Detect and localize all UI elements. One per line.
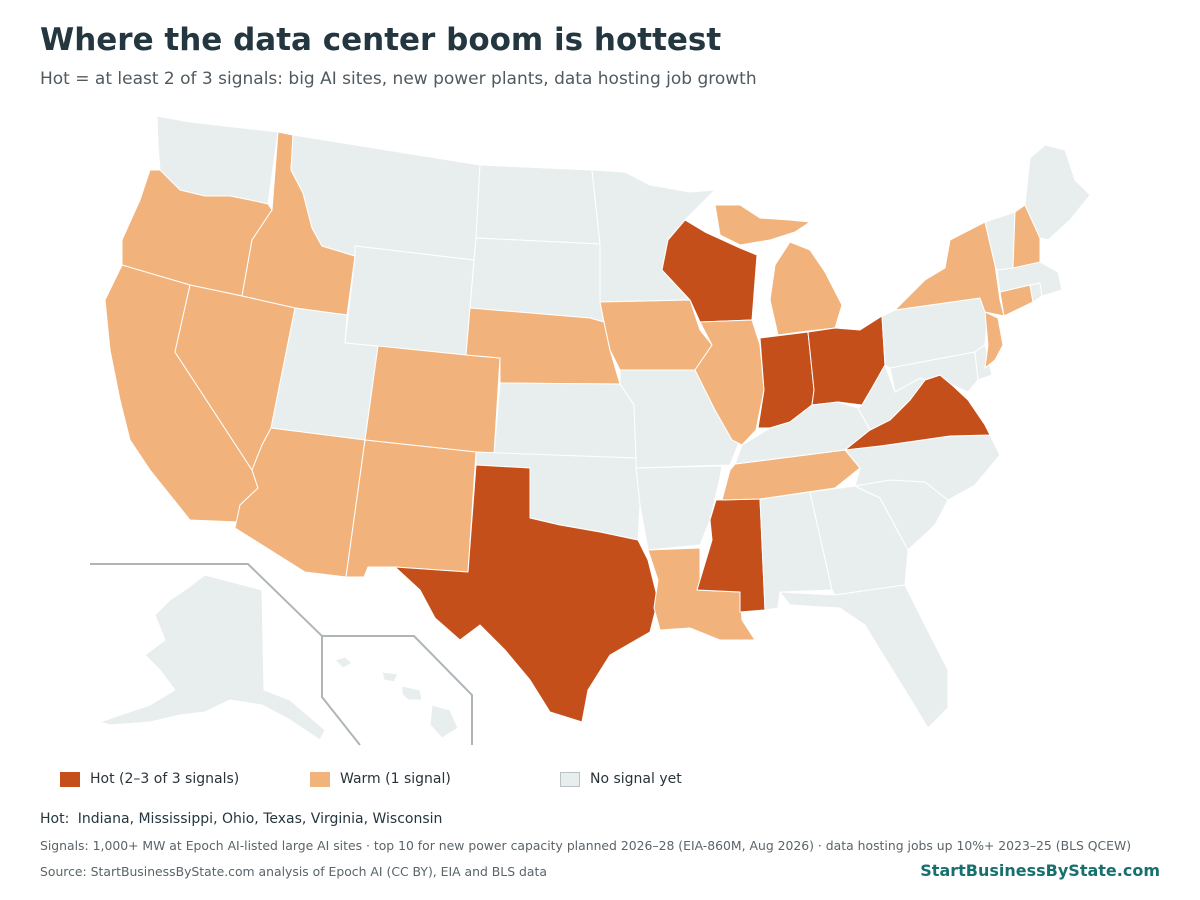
- state-alaska: [99, 574, 326, 741]
- hot-states-line: Hot: Indiana, Mississippi, Ohio, Texas, …: [40, 811, 442, 827]
- state-kentucky: [734, 401, 871, 465]
- hot-states-list: Indiana, Mississippi, Ohio, Texas, Virgi…: [77, 811, 443, 827]
- state-new-jersey: [984, 311, 1004, 369]
- legend-swatch-warm: [310, 771, 330, 787]
- state-michigan: [714, 204, 843, 336]
- source-note: Source: StartBusinessByState.com analysi…: [40, 864, 547, 879]
- state-vermont: [984, 211, 1016, 271]
- state-montana: [290, 134, 481, 261]
- map-title: Where the data center boom is hottest: [40, 22, 722, 58]
- state-kansas: [493, 382, 637, 459]
- legend-item-none: No signal yet: [560, 771, 682, 787]
- legend-swatch-none: [560, 771, 580, 787]
- state-massachusetts: [996, 261, 1063, 297]
- state-wisconsin: [661, 219, 758, 323]
- state-new-mexico: [345, 439, 477, 578]
- legend-label-warm: Warm (1 signal): [340, 771, 451, 787]
- state-maine: [1024, 144, 1091, 241]
- state-colorado: [364, 345, 501, 455]
- state-florida: [779, 584, 949, 729]
- legend-item-hot: Hot (2–3 of 3 signals): [60, 771, 239, 787]
- hot-states-label: Hot:: [40, 811, 70, 827]
- legend-label-none: No signal yet: [590, 771, 682, 787]
- state-wyoming: [344, 245, 475, 356]
- legend-item-warm: Warm (1 signal): [310, 771, 451, 787]
- state-texas: [394, 464, 659, 723]
- state-north-dakota: [475, 164, 601, 245]
- map-legend: Hot (2–3 of 3 signals) Warm (1 signal) N…: [0, 771, 1200, 791]
- state-hawaii: [334, 656, 459, 739]
- us-map: [90, 115, 1091, 746]
- map-subtitle: Hot = at least 2 of 3 signals: big AI si…: [40, 69, 757, 89]
- state-delaware: [974, 344, 993, 381]
- hawaii-inset-border: [322, 635, 473, 745]
- state-new-hampshire: [1012, 204, 1041, 269]
- state-new-york: [894, 221, 1005, 317]
- brand-label: StartBusinessByState.com: [920, 861, 1160, 880]
- legend-swatch-hot: [60, 771, 80, 787]
- legend-label-hot: Hot (2–3 of 3 signals): [90, 771, 240, 787]
- signals-note: Signals: 1,000+ MW at Epoch AI-listed la…: [40, 838, 1132, 853]
- state-arkansas: [635, 465, 723, 551]
